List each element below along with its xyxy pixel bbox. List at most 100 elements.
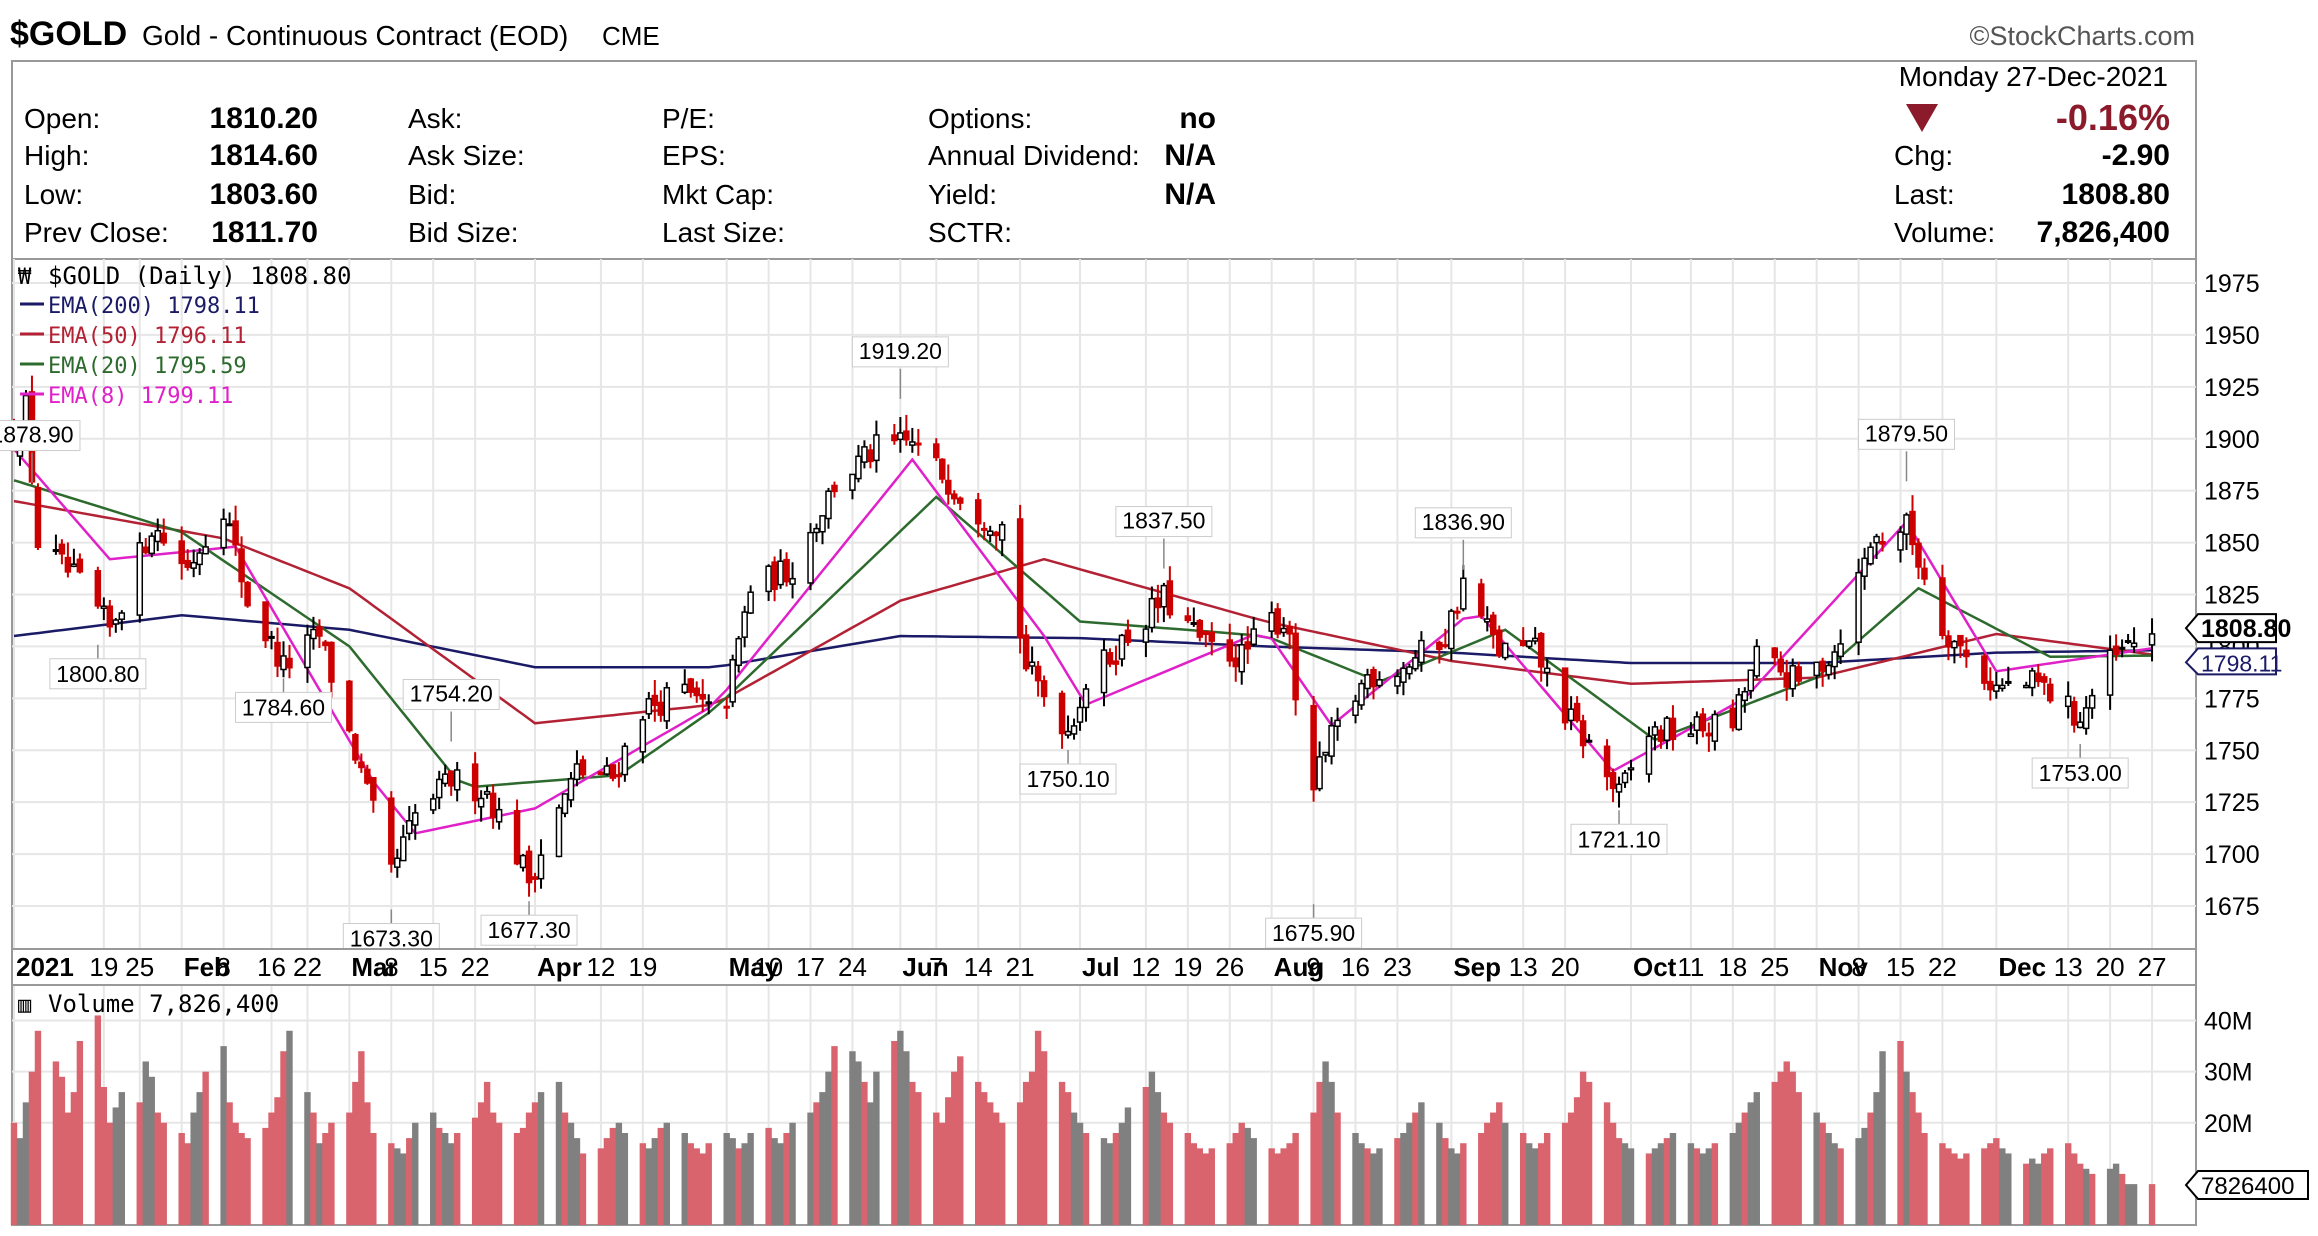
- annotation-box: [851, 336, 949, 368]
- volume-bar: [1783, 1061, 1790, 1225]
- annotation-label: 1753.00: [2039, 760, 2122, 786]
- candle-body: [849, 473, 856, 491]
- candle-body: [903, 430, 910, 441]
- volume-bar: [1406, 1122, 1413, 1225]
- volume-bar: [789, 1122, 796, 1225]
- x-tick-label: 11: [1677, 952, 1704, 982]
- x-tick-label: 21: [1006, 952, 1035, 982]
- x-tick-label: 20: [2096, 952, 2125, 982]
- volume-bar: [388, 1143, 395, 1225]
- candle-body: [891, 434, 898, 442]
- candle-body: [771, 561, 778, 591]
- candle-body: [621, 745, 629, 776]
- volume-bar: [280, 1051, 287, 1225]
- volume-bar: [1705, 1148, 1713, 1225]
- quote-value: 1810.20: [210, 102, 318, 135]
- x-tick-label: 8: [216, 952, 230, 982]
- candle-body: [579, 759, 587, 776]
- annotation-box: [1265, 917, 1363, 949]
- volume-bar: [2047, 1148, 2054, 1225]
- volume-bar: [975, 1081, 982, 1225]
- volume-bar: [1058, 1081, 1066, 1225]
- volume-bar: [436, 1127, 443, 1225]
- x-tick-label: Oct: [1633, 952, 1677, 982]
- volume-bar: [933, 1112, 940, 1225]
- candle-body: [897, 432, 904, 441]
- candle-body: [1106, 651, 1114, 665]
- volume-bar: [597, 1148, 605, 1225]
- volume-bar: [1022, 1081, 1030, 1225]
- volume-bar: [304, 1092, 311, 1225]
- candle-body: [322, 641, 329, 647]
- volume-bar: [609, 1127, 617, 1225]
- ema-price-label: 1798.11: [2201, 650, 2282, 676]
- x-tick-label: Dec: [1998, 952, 2046, 982]
- candle-body: [1609, 772, 1617, 790]
- candle-body: [226, 523, 233, 527]
- candle-body: [1777, 658, 1784, 673]
- candle-body: [1454, 610, 1461, 614]
- annotation-box: [1857, 418, 1955, 450]
- volume-bar: [2118, 1173, 2126, 1225]
- quote-label: Annual Dividend:: [928, 140, 1140, 171]
- annotation-box: [235, 691, 333, 723]
- quote-label: EPS:: [662, 140, 726, 171]
- volume-bar: [1274, 1153, 1281, 1225]
- volume-bar: [483, 1081, 491, 1225]
- candle-body: [2029, 670, 2036, 689]
- candle-body: [304, 634, 311, 669]
- candle-body: [202, 546, 209, 555]
- candle-body: [1202, 630, 1210, 635]
- candle-body: [663, 687, 671, 722]
- candle-body: [1813, 661, 1820, 677]
- volume-tick-label: 30M: [2204, 1059, 2253, 1087]
- candle-body: [1993, 684, 2000, 692]
- candle-body: [1316, 756, 1323, 790]
- annotation-box: [0, 420, 81, 452]
- volume-bar: [1154, 1092, 1162, 1225]
- volume-grid: [12, 1019, 2196, 1124]
- volume-bar: [1579, 1071, 1587, 1225]
- volume-bar: [1825, 1133, 1832, 1225]
- symbol-title: $GOLD: [10, 15, 127, 53]
- candle-body: [1663, 717, 1671, 741]
- candle-body: [1040, 680, 1048, 698]
- y-tick-label: 1925: [2204, 374, 2260, 402]
- x-tick-label: 7: [929, 952, 943, 982]
- quote-value: 1814.60: [210, 139, 318, 172]
- candle-body: [1418, 639, 1425, 664]
- quote-label: Chg:: [1894, 140, 1953, 171]
- candle-body: [274, 641, 281, 667]
- volume-bar: [1280, 1148, 1287, 1225]
- ema-line-ema200: [13, 614, 2153, 669]
- volume-bar: [855, 1061, 862, 1225]
- volume-bars: [10, 1015, 2156, 1225]
- volume-bar: [2023, 1163, 2030, 1225]
- x-axis-band: [11, 948, 2197, 986]
- candle-body: [1154, 597, 1162, 609]
- candle-body: [525, 850, 533, 884]
- volume-bar: [1370, 1153, 1377, 1225]
- x-tick-label: 23: [1383, 952, 1412, 982]
- candle-body: [909, 441, 916, 446]
- candle-body: [1190, 622, 1198, 626]
- volume-bar: [981, 1092, 988, 1225]
- volume-bar: [849, 1051, 856, 1225]
- volume-bar: [100, 1087, 108, 1225]
- volume-bar: [1879, 1051, 1886, 1225]
- volume-bar: [831, 1046, 838, 1225]
- volume-bar: [52, 1061, 60, 1225]
- legend-main: $GOLD (Daily) 1808.80: [48, 262, 351, 290]
- candle-body: [471, 763, 479, 802]
- candle-body: [1118, 634, 1126, 660]
- candle-body: [513, 810, 521, 865]
- volume-bar: [986, 1102, 994, 1225]
- volume-bar: [819, 1092, 826, 1225]
- x-tick-label: 20: [1551, 952, 1580, 982]
- volume-bar: [1729, 1133, 1737, 1225]
- volume-bar: [2035, 1163, 2042, 1225]
- volume-bar: [1609, 1122, 1617, 1225]
- candle-body: [1274, 608, 1281, 635]
- volume-bar: [567, 1122, 575, 1225]
- candle-body: [1484, 618, 1491, 623]
